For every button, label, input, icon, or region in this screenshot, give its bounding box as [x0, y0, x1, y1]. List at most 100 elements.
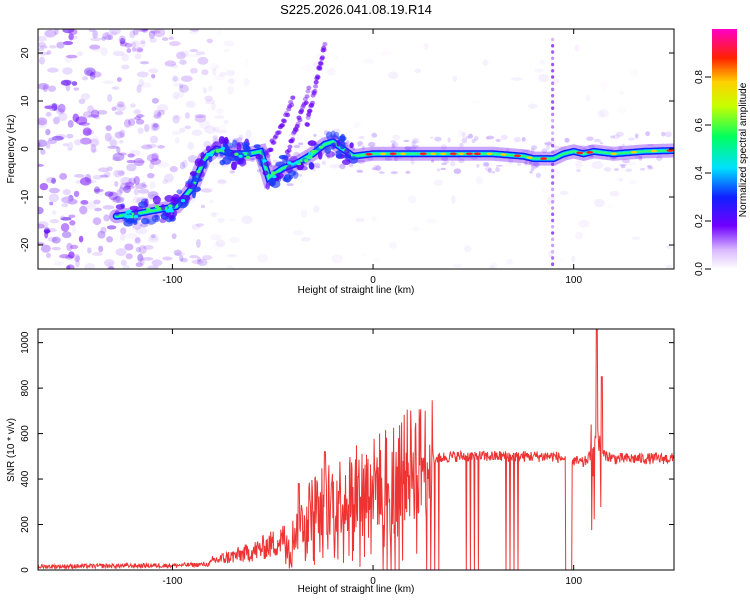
- spectrogram-noise-blob: [212, 67, 217, 76]
- spectrogram-noise-blob: [101, 36, 107, 41]
- spectrogram-noise-blob: [90, 144, 97, 153]
- spectrogram-noise-blob: [357, 144, 361, 147]
- spectrogram-noise-blob: [452, 75, 458, 82]
- spectrogram-noise-blob: [125, 181, 135, 188]
- spectrogram-streak-blob: [321, 47, 327, 52]
- spectrogram-noise-blob: [108, 191, 118, 201]
- spectrogram-noise-blob: [102, 80, 114, 84]
- spectrogram-noise-blob: [576, 168, 581, 173]
- spectrogram-noise-blob: [618, 107, 627, 114]
- spectrogram-noise-blob: [471, 139, 476, 143]
- spectrogram-noise-blob: [634, 155, 643, 159]
- spectrogram-noise-blob: [64, 55, 73, 63]
- spectrogram-noise-blob: [131, 40, 141, 47]
- spectrogram-noise-blob: [131, 41, 137, 49]
- spectrogram-streak-blob: [315, 75, 321, 80]
- spectrogram-noise-blob: [62, 41, 74, 46]
- spectrogram-noise-blob: [118, 186, 124, 194]
- spectrogram-noise-blob: [84, 173, 92, 183]
- ridge-bright-blob: [311, 149, 316, 153]
- ridge-blob: [339, 135, 346, 143]
- spectrogram-streak-blob: [273, 133, 279, 139]
- spectrogram-noise-blob: [144, 123, 150, 133]
- spectrogram-noise-blob: [138, 29, 149, 32]
- ridge-bright-blob: [238, 154, 243, 158]
- spectrogram-noise-blob: [40, 244, 51, 253]
- spectrogram-noise-blob: [245, 129, 252, 139]
- spectrogram-streak-blob: [290, 137, 296, 142]
- spectrogram-noise-blob: [195, 51, 206, 56]
- spectrogram-streak-blob: [293, 127, 299, 133]
- spectrogram-noise-blob: [150, 30, 161, 34]
- ridge-blob: [263, 161, 271, 167]
- spectrogram-noise-blob: [135, 118, 145, 125]
- spectrogram-noise-blob: [506, 258, 514, 265]
- spectrogram-noise-blob: [117, 101, 125, 108]
- ridge-blob: [314, 143, 323, 151]
- spectrogram-noise-blob: [150, 234, 156, 239]
- spectrogram-noise-blob: [151, 97, 159, 104]
- spectrogram-noise-blob: [126, 48, 132, 54]
- spectrogram-noise-blob: [73, 253, 81, 263]
- spectrogram-noise-blob: [214, 64, 220, 69]
- spectrogram-noise-blob: [618, 145, 623, 151]
- spectrogram-noise-blob: [114, 170, 120, 178]
- spectrogram-noise-blob: [93, 186, 101, 194]
- spectrogram-noise-blob: [195, 223, 204, 227]
- spectrogram-noise-blob: [591, 161, 604, 170]
- spectrogram-noise-blob: [118, 139, 124, 144]
- spectrogram-noise-blob: [120, 177, 132, 186]
- spectrogram-noise-blob: [83, 124, 90, 130]
- spectrogram-noise-blob: [56, 41, 65, 49]
- spectrogram-noise-blob: [578, 144, 587, 149]
- ridge-bright-blob: [220, 146, 226, 150]
- spectrogram-noise-blob: [60, 79, 72, 86]
- spectrogram-noise-blob: [59, 215, 66, 221]
- ridge-blob: [268, 177, 276, 187]
- spectrogram-noise-blob: [322, 160, 326, 165]
- ridge-blob: [261, 148, 267, 156]
- spectrogram-noise-blob: [173, 82, 181, 87]
- spectrogram-noise-blob: [222, 48, 231, 53]
- spectrogram-column-blob: [551, 206, 555, 210]
- spectrogram-noise-blob: [558, 145, 567, 152]
- spectrogram-noise-blob: [93, 188, 104, 193]
- spectrogram-noise-blob: [575, 160, 583, 169]
- ridge-blob: [324, 146, 332, 155]
- spectrogram-noise-blob: [135, 160, 146, 164]
- ridge-blob: [278, 155, 287, 160]
- spectrogram-noise-blob: [529, 162, 535, 165]
- spectrogram-noise-blob: [66, 133, 74, 139]
- spectrogram-noise-blob: [141, 184, 149, 189]
- ridge-blob: [245, 145, 251, 152]
- ridge-blob: [309, 162, 315, 170]
- spectrogram-noise-blob: [147, 235, 160, 243]
- spectrogram-noise-blob: [194, 115, 207, 123]
- spectrogram-noise-blob: [202, 255, 213, 261]
- spectrogram-column-blob: [551, 218, 555, 223]
- ridge-warmspot: [380, 152, 387, 156]
- spectrogram-column-blob: [551, 262, 555, 267]
- spectrogram-noise-blob: [49, 201, 54, 206]
- snr-xtick-label: 0: [370, 576, 376, 587]
- spectrogram-column-blob: [551, 75, 555, 79]
- ridge-bright-blob: [304, 159, 309, 163]
- spectrogram-noise-blob: [204, 95, 213, 102]
- spectrogram-column-blob: [551, 137, 555, 142]
- spectrogram-noise-blob: [546, 144, 550, 151]
- spectrogram-noise-blob: [143, 245, 154, 250]
- spectrogram-noise-blob: [174, 137, 180, 144]
- spectrogram-noise-blob: [178, 255, 184, 262]
- ridge-blob: [170, 196, 179, 205]
- ridge-warmspot: [458, 152, 465, 156]
- spectrogram-column-blob: [551, 118, 555, 123]
- ridge-bright-blob: [270, 171, 276, 175]
- spectrogram-noise-blob: [148, 68, 159, 74]
- spectrogram-noise-blob: [72, 113, 80, 123]
- spectrogram-noise-blob: [116, 77, 122, 82]
- snr-xtick-label: 100: [565, 576, 582, 587]
- spectrogram-noise-blob: [270, 164, 278, 168]
- spectrogram-noise-blob: [119, 37, 126, 45]
